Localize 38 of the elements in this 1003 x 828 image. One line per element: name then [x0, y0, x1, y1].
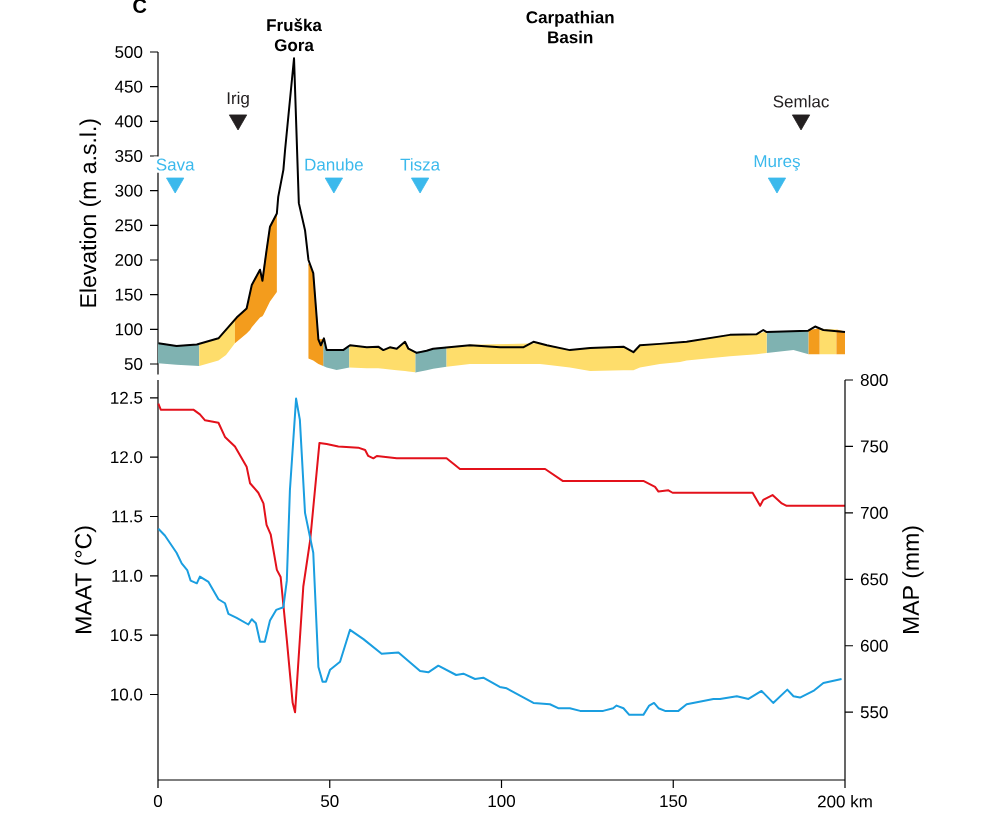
y-tick-label: 12.5 — [111, 391, 143, 404]
data-label: Mureş — [754, 155, 800, 171]
y2-tick-label: 650 — [860, 573, 888, 586]
x-tick-label: 0 — [153, 795, 163, 808]
text: Carpathian Basin — [526, 10, 614, 44]
y-tick-label: 150 — [115, 288, 143, 301]
data-label: Sava — [156, 158, 195, 171]
y-tick-label: 12.0 — [111, 451, 143, 464]
y2-tick-label: 550 — [860, 706, 888, 719]
y-tick-label: 400 — [114, 115, 143, 128]
y2-axis-title: MAP (mm) — [902, 526, 924, 634]
y-tick-label: 11.0 — [112, 569, 143, 582]
x-tick-label: 50 — [320, 795, 339, 808]
y-tick-label: 100 — [115, 323, 143, 336]
x-tick-label: 200 km — [817, 795, 872, 808]
data-label: Semlac — [773, 95, 829, 108]
y-tick-label: 200 — [115, 253, 143, 266]
y-tick-label: 250 — [115, 219, 143, 232]
y-tick-label: 10.0 — [111, 688, 143, 701]
y-tick-label: 11.5 — [112, 510, 143, 523]
y-axis-title: MAAT (°C) — [74, 526, 97, 633]
y-tick-label: 50 — [124, 357, 143, 370]
x-tick-label: 150 — [660, 795, 687, 808]
y-axis-title: Elevation (m a.s.l.) — [79, 119, 101, 307]
data-label: Danube — [305, 158, 363, 171]
x-tick-label: 100 — [488, 795, 516, 808]
y2-tick-label: 800 — [860, 373, 888, 386]
y2-tick-label: 700 — [860, 506, 888, 519]
y-tick-label: 300 — [115, 184, 143, 197]
y-tick-label: 500 — [115, 45, 143, 58]
y-tick-label: 350 — [115, 149, 143, 162]
y-tick-label: 450 — [114, 80, 143, 93]
y2-tick-label: 600 — [860, 639, 888, 652]
data-label: Tisza — [400, 158, 441, 171]
annotation: Fruška Gora — [267, 18, 323, 52]
y-tick-label: 10.5 — [111, 629, 143, 642]
y2-tick-label: 750 — [860, 440, 888, 453]
data-label: Irig — [227, 91, 249, 108]
